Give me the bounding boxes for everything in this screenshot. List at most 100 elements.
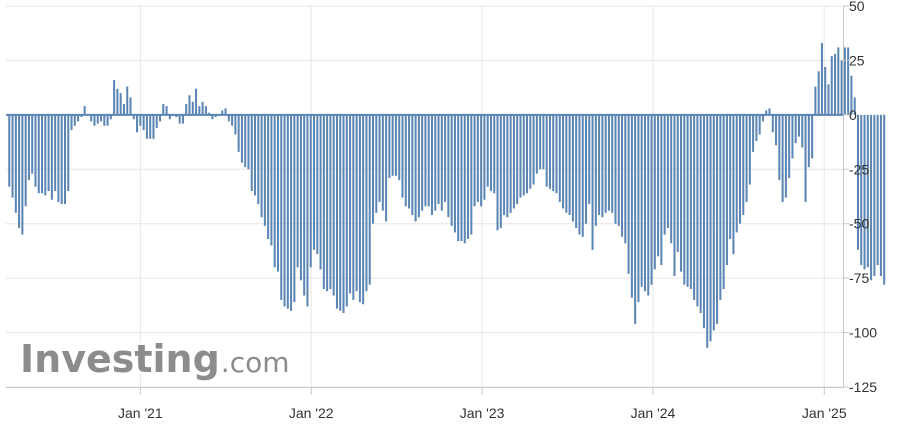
chart-bar bbox=[627, 114, 630, 274]
chart-bar bbox=[18, 114, 21, 229]
chart-bar bbox=[290, 114, 293, 311]
y-tick-label: 0 bbox=[849, 107, 857, 123]
chart-bar bbox=[231, 114, 234, 126]
chart-bar bbox=[666, 114, 669, 229]
chart-bar bbox=[493, 114, 496, 194]
x-tick-label: Jan '22 bbox=[289, 405, 334, 421]
chart-bar bbox=[640, 114, 643, 287]
chart-bar bbox=[873, 114, 876, 276]
chart-bar bbox=[680, 114, 683, 272]
chart-bar bbox=[31, 114, 34, 174]
chart-bar bbox=[342, 114, 345, 313]
chart-bar bbox=[650, 114, 653, 285]
chart-bar bbox=[453, 114, 456, 233]
chart-bar bbox=[50, 114, 53, 200]
chart-bar bbox=[467, 114, 470, 239]
chart-bar bbox=[93, 114, 96, 126]
chart-bar bbox=[417, 114, 420, 218]
chart-bar bbox=[83, 106, 86, 115]
y-tick-label: -25 bbox=[849, 161, 869, 177]
chart-bar bbox=[283, 114, 286, 307]
chart-bar bbox=[863, 114, 866, 270]
chart-bar bbox=[729, 114, 732, 239]
chart-bar bbox=[8, 114, 11, 187]
chart-bar bbox=[381, 114, 384, 211]
chart-bar bbox=[103, 114, 106, 126]
chart-bar bbox=[611, 114, 614, 213]
chart-bar bbox=[699, 114, 702, 313]
chart-bar bbox=[575, 114, 578, 229]
chart-bar bbox=[113, 80, 116, 115]
chart-bar bbox=[562, 114, 565, 209]
chart-bar bbox=[303, 114, 306, 296]
chart-bar bbox=[486, 114, 489, 187]
chart-bar bbox=[368, 114, 371, 285]
x-tick-label: Jan '23 bbox=[460, 405, 505, 421]
chart-bar bbox=[349, 114, 352, 294]
chart-bar bbox=[840, 60, 843, 115]
chart-bar bbox=[286, 114, 289, 309]
chart-bar bbox=[775, 114, 778, 146]
chart-bar bbox=[847, 47, 850, 115]
chart-bar bbox=[444, 114, 447, 202]
chart-bar bbox=[647, 114, 650, 296]
chart-bar bbox=[191, 101, 194, 115]
chart-bar bbox=[57, 114, 60, 202]
chart-bar bbox=[594, 114, 597, 226]
chart-bar bbox=[67, 114, 70, 192]
chart-bar bbox=[460, 114, 463, 242]
chart-bar bbox=[883, 114, 886, 285]
chart-bar bbox=[309, 114, 312, 268]
y-tick-label: -75 bbox=[849, 270, 869, 286]
chart-bar bbox=[44, 114, 47, 196]
chart-bar bbox=[440, 114, 443, 211]
chart-bar bbox=[326, 114, 329, 292]
chart-bar bbox=[401, 114, 404, 198]
chart-bar bbox=[689, 114, 692, 290]
chart-bar bbox=[162, 103, 165, 115]
chart-bar bbox=[696, 114, 699, 307]
axes: 50 25 0 -25 -50 -75 -100 -125 Jan '21 Jan '22 Jan … bbox=[6, 0, 877, 421]
chart-bar bbox=[322, 114, 325, 290]
chart-bar bbox=[794, 114, 797, 144]
chart-bar bbox=[165, 106, 168, 115]
chart-bar bbox=[539, 114, 542, 170]
chart-bar bbox=[706, 114, 709, 348]
chart-bar bbox=[791, 114, 794, 159]
chart-bar bbox=[371, 114, 375, 224]
chart-bar bbox=[250, 114, 253, 192]
x-tick-label: Jan '24 bbox=[631, 405, 676, 421]
chart-bar bbox=[712, 114, 715, 331]
chart-bar bbox=[509, 114, 512, 213]
chart-bar bbox=[588, 114, 591, 205]
chart-bar bbox=[394, 114, 397, 176]
chart-bar bbox=[280, 114, 283, 300]
chart-bar bbox=[450, 114, 453, 226]
chart-bar bbox=[837, 47, 840, 115]
chart-bar bbox=[54, 114, 57, 192]
chart-bar bbox=[693, 114, 696, 300]
y-tick-label: 25 bbox=[849, 52, 865, 68]
chart-bar bbox=[21, 114, 24, 235]
chart-bar bbox=[430, 114, 433, 216]
chart-bar bbox=[807, 114, 810, 168]
chart-bar bbox=[126, 86, 129, 115]
chart-bar bbox=[60, 114, 63, 205]
chart-bar bbox=[188, 95, 191, 115]
chart-bar bbox=[408, 114, 411, 209]
chart-bar bbox=[270, 114, 273, 246]
chart-bar bbox=[70, 114, 73, 131]
chart-bar bbox=[27, 114, 30, 181]
chart-bar bbox=[149, 114, 152, 139]
chart-bar bbox=[581, 114, 584, 237]
chart-bar bbox=[683, 114, 686, 285]
chart-bar bbox=[11, 114, 14, 198]
chart-bar bbox=[421, 114, 424, 211]
chart-bar bbox=[378, 114, 381, 202]
chart-bar bbox=[598, 114, 601, 216]
chart-bar bbox=[198, 106, 201, 115]
chart-bar bbox=[385, 114, 388, 222]
chart-bar bbox=[870, 114, 873, 281]
